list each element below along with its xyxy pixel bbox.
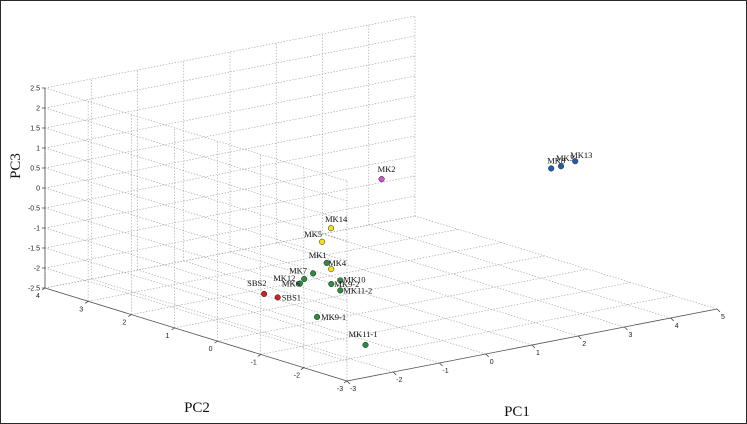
gridline-left-z xyxy=(44,207,348,302)
axis-line-y xyxy=(44,287,348,382)
x-tick xyxy=(578,335,582,340)
y-tick xyxy=(84,300,89,304)
y-tick-label: 3 xyxy=(79,306,83,313)
x-tick xyxy=(624,326,628,331)
data-point-label: MK5 xyxy=(304,229,322,239)
tick-layer: -3 -2 -1 0 1 2 3 4 5 -3 -2 -1 0 1 2 3 4 2.5 2 1.5 1 0.5 0 -0.5 -… xyxy=(28,86,725,394)
x-tick-label: -1 xyxy=(442,368,448,375)
x-tick xyxy=(670,317,674,322)
gridline-left-z xyxy=(44,107,348,202)
data-point-label: MK14 xyxy=(325,214,348,224)
z-tick-label: 2.5 xyxy=(30,86,40,93)
y-tick-label: 4 xyxy=(36,293,40,300)
x-tick xyxy=(485,353,489,358)
y-tick-label: -2 xyxy=(294,373,300,380)
data-point xyxy=(362,341,369,348)
data-point xyxy=(337,287,344,294)
x-tick-label: 3 xyxy=(629,332,633,339)
y-tick xyxy=(214,340,218,344)
data-point-label: MK4 xyxy=(328,258,347,268)
data-point-label: SBS1 xyxy=(282,292,301,302)
x-tick xyxy=(393,371,397,376)
data-point-label: MK9-1 xyxy=(321,312,346,322)
data-point xyxy=(310,270,317,277)
data-point xyxy=(328,280,335,288)
x-axis-label: PC1 xyxy=(504,404,530,420)
y-tick-label: 0 xyxy=(209,346,213,353)
data-point-label: MK8 xyxy=(547,155,565,165)
z-tick-label: 1 xyxy=(36,146,40,153)
x-tick xyxy=(439,362,443,367)
data-point-label: MK12 xyxy=(273,273,295,283)
data-point xyxy=(548,165,555,172)
data-point-label: MK13 xyxy=(570,150,592,160)
data-point-label: MK7 xyxy=(289,265,307,275)
z-tick-label: -1 xyxy=(34,226,40,233)
y-tick-label: 2 xyxy=(122,320,126,327)
x-tick-label: -3 xyxy=(350,386,356,393)
x-tick-label: -2 xyxy=(396,377,402,384)
y-tick-label: -3 xyxy=(337,386,343,393)
x-tick-label: 5 xyxy=(721,314,725,321)
y-tick-label: 1 xyxy=(165,333,169,340)
gridline-left-z xyxy=(44,147,348,242)
data-point xyxy=(301,275,308,283)
z-tick-label: -2 xyxy=(34,266,40,273)
z-tick-label: 0 xyxy=(36,186,40,193)
data-point-label: MK11-1 xyxy=(349,329,378,339)
data-point xyxy=(296,280,303,287)
data-point-label: MK9-2 xyxy=(334,279,359,289)
y-axis-label: PC2 xyxy=(184,400,210,416)
x-tick-label: 0 xyxy=(490,359,494,366)
y-tick xyxy=(128,314,132,317)
data-point xyxy=(328,266,335,273)
z-tick-label: -0.5 xyxy=(28,206,40,213)
x-tick-label: 1 xyxy=(536,350,540,357)
x-tick-label: 2 xyxy=(582,341,586,348)
gridline-left-z xyxy=(44,167,348,262)
z-tick-label: 0.5 xyxy=(30,166,40,173)
grid-layer xyxy=(44,15,718,382)
data-point-label: MK2 xyxy=(378,164,396,174)
data-point xyxy=(323,259,330,266)
data-point-label: MK3 xyxy=(556,153,574,163)
data-point xyxy=(314,313,321,320)
data-point xyxy=(274,294,281,301)
y-tick xyxy=(300,367,305,371)
data-point xyxy=(327,225,335,232)
gridline-floor-x xyxy=(414,215,718,310)
z-tick-label: -1.5 xyxy=(28,246,40,253)
y-tick xyxy=(171,327,175,331)
x-tick xyxy=(346,380,351,385)
data-point xyxy=(319,238,326,245)
x-tick xyxy=(531,344,536,349)
data-point-label: MK11-2 xyxy=(343,285,372,295)
y-tick xyxy=(257,354,261,357)
y-tick-label: -1 xyxy=(251,359,257,366)
data-point xyxy=(572,158,579,165)
z-tick-label: 1.5 xyxy=(30,126,40,133)
z-tick-label: -2.5 xyxy=(28,286,40,293)
data-point xyxy=(261,290,268,297)
x-tick xyxy=(716,308,721,313)
data-point xyxy=(378,176,385,183)
gridline-left-z xyxy=(44,247,348,342)
data-point xyxy=(557,163,565,170)
x-tick-label: 4 xyxy=(675,323,679,330)
y-tick xyxy=(343,380,348,384)
data-point-label: MK1 xyxy=(309,250,327,260)
data-point-label: MK6 xyxy=(282,279,300,289)
z-axis-label: PC3 xyxy=(8,153,24,179)
gridline-left-z xyxy=(44,87,348,182)
data-point xyxy=(337,277,344,284)
gridline-left-z xyxy=(44,127,348,222)
data-point-label: MK10 xyxy=(343,274,365,284)
z-tick-label: 2 xyxy=(36,106,40,113)
data-point-label: SBS2 xyxy=(247,278,266,288)
gridline-floor-x xyxy=(368,224,671,319)
